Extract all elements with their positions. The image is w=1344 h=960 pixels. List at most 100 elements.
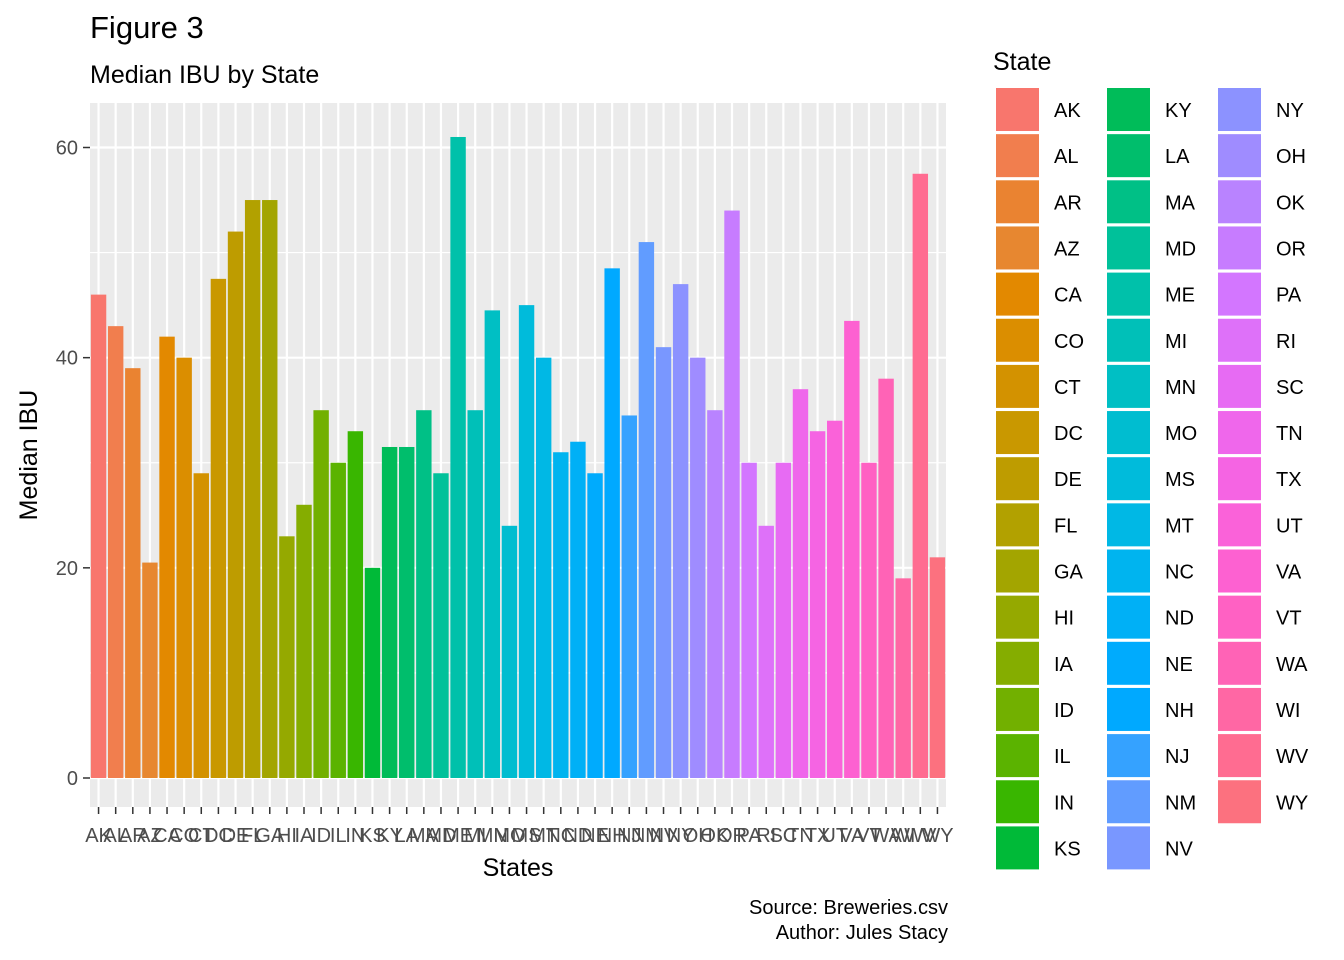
x-tick-label: PA (737, 825, 763, 847)
bar-la (399, 446, 415, 778)
caption: Source: Breweries.csv Author: Jules Stac… (749, 896, 948, 946)
legend-key-nc (1107, 549, 1150, 593)
caption-author: Author: Jules Stacy (775, 922, 948, 944)
bar-de (227, 231, 244, 779)
legend-label-nd: ND (1165, 608, 1194, 630)
x-tick-label: FL (241, 825, 264, 847)
legend-label-dc: DC (1054, 423, 1083, 445)
legend-key-az (996, 226, 1039, 270)
legend-label-nv: NV (1165, 838, 1193, 860)
bar-ny (672, 284, 689, 778)
legend-key-al (996, 134, 1039, 178)
x-tick-label: GA (255, 825, 285, 847)
bar-nv (655, 347, 672, 778)
legend-label-de: DE (1054, 469, 1082, 491)
x-tick-label: DC (204, 825, 233, 847)
legend-key-ca (996, 272, 1039, 316)
bar-pa (741, 462, 757, 778)
legend-key-wv (1218, 734, 1261, 778)
x-tick-label: RI (756, 825, 776, 847)
x-tick-label: NC (546, 825, 575, 847)
legend-label-la: LA (1165, 146, 1190, 168)
legend-key-nm (1107, 780, 1150, 824)
legend-key-tn (1218, 411, 1261, 455)
x-tick-label: NJ (617, 825, 641, 847)
legend-label-vt: VT (1276, 608, 1302, 630)
bar-ms (518, 305, 535, 778)
bar-oh (690, 357, 706, 778)
legend-key-va (1218, 549, 1261, 593)
bar-sc (775, 462, 792, 778)
legend-key-mt (1107, 503, 1150, 547)
x-tick-label: OK (700, 825, 730, 847)
x-tick-label: NE (581, 825, 609, 847)
legend-label-sc: SC (1276, 377, 1304, 399)
legend-key-nh (1107, 687, 1150, 731)
bar-nj (621, 415, 637, 778)
legend-key-tx (1218, 457, 1261, 501)
x-tick-label: IA (295, 825, 315, 847)
legend-key-nv (1107, 826, 1150, 870)
bar-wi (895, 578, 911, 778)
bar-dc (210, 278, 227, 778)
legend-label-ks: KS (1054, 838, 1081, 860)
legend-label-me: ME (1165, 285, 1195, 307)
x-tick-label: AK (85, 825, 112, 847)
legend-key-md (1107, 226, 1150, 270)
legend-key-ia (996, 641, 1039, 685)
legend-label-ak: AK (1054, 100, 1081, 122)
legend-key-wy (1218, 780, 1261, 824)
legend-key-ms (1107, 457, 1150, 501)
y-tick-label: 0 (67, 768, 78, 790)
bar-mi (467, 410, 483, 778)
bar-il (330, 462, 346, 778)
bar-al (107, 326, 124, 778)
legend-key-mn (1107, 364, 1150, 408)
legend-label-oh: OH (1276, 146, 1306, 168)
legend-key-mo (1107, 411, 1150, 455)
x-tick-label: LA (394, 825, 419, 847)
x-tick-label: WY (921, 825, 953, 847)
x-tick-label: UT (821, 825, 848, 847)
x-tick-label: NY (667, 825, 695, 847)
legend-key-wi (1218, 687, 1261, 731)
legend-label-ms: MS (1165, 469, 1195, 491)
legend-key-ak (996, 88, 1039, 131)
legend-key-vt (1218, 595, 1261, 639)
legend-label-ma: MA (1165, 192, 1196, 214)
legend-key-fl (996, 503, 1039, 547)
legend-label-ny: NY (1276, 100, 1304, 122)
legend-key-ks (996, 826, 1039, 870)
legend-key-or (1218, 226, 1261, 270)
y-tick-label: 60 (56, 138, 78, 160)
bar-az (142, 562, 158, 778)
legend-key-ny (1218, 88, 1261, 131)
x-tick-label: AR (119, 825, 147, 847)
x-tick-label: SC (769, 825, 797, 847)
x-axis: AKALARAZCACOCTDCDEFLGAHIIAIDILINKSKYLAMA… (85, 807, 954, 847)
x-tick-label: IL (330, 825, 347, 847)
legend-key-mi (1107, 318, 1150, 362)
bars-layer (90, 136, 946, 779)
legend-key-in (996, 780, 1039, 824)
legend-label-ga: GA (1054, 562, 1084, 584)
legend-key-hi (996, 595, 1039, 639)
bar-va (844, 320, 860, 778)
bar-me (450, 136, 466, 778)
y-axis-title: Median IBU (15, 390, 43, 521)
legend-label-md: MD (1165, 238, 1196, 260)
legend-label-fl: FL (1054, 515, 1077, 537)
bar-in (347, 431, 364, 778)
bar-or (724, 210, 740, 779)
bar-ia (296, 504, 312, 778)
legend-label-al: AL (1054, 146, 1078, 168)
x-tick-label: WV (904, 825, 937, 847)
bar-wa (878, 378, 894, 778)
legend-label-mi: MI (1165, 331, 1187, 353)
legend-label-il: IL (1054, 746, 1071, 768)
bar-hi (279, 536, 295, 778)
legend-key-de (996, 457, 1039, 501)
legend-label-ok: OK (1276, 192, 1306, 214)
legend-label-id: ID (1054, 700, 1074, 722)
